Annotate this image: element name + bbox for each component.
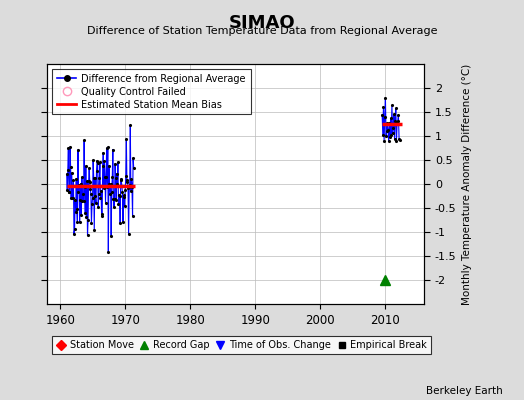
Text: Berkeley Earth: Berkeley Earth (427, 386, 503, 396)
Text: Difference of Station Temperature Data from Regional Average: Difference of Station Temperature Data f… (87, 26, 437, 36)
Text: SIMAO: SIMAO (228, 14, 296, 32)
Y-axis label: Monthly Temperature Anomaly Difference (°C): Monthly Temperature Anomaly Difference (… (462, 63, 472, 305)
Legend: Station Move, Record Gap, Time of Obs. Change, Empirical Break: Station Move, Record Gap, Time of Obs. C… (52, 336, 431, 354)
